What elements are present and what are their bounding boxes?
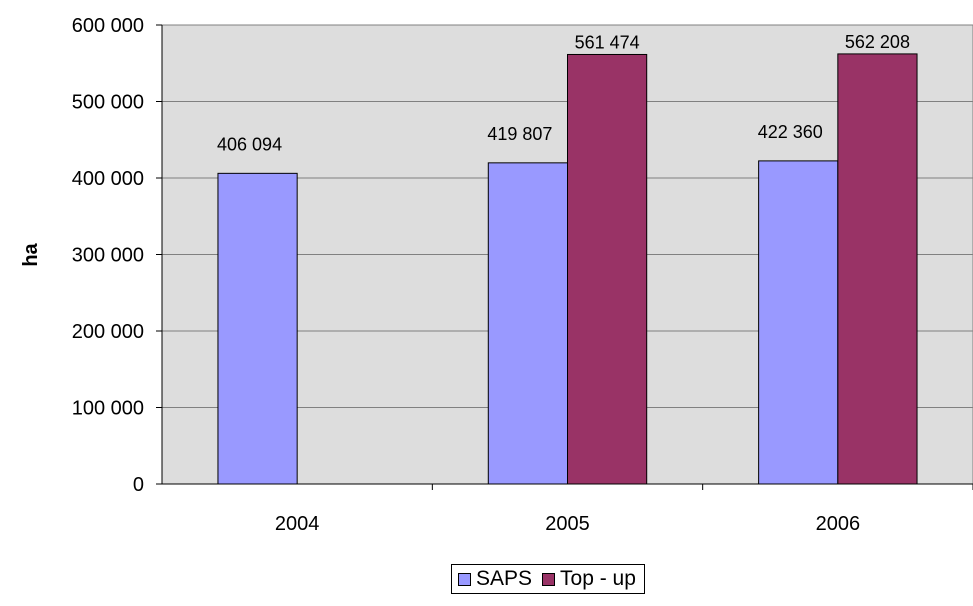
bar-saps-2004: [217, 172, 298, 485]
bar-top-up-2005: [567, 53, 648, 485]
y-tick-label: 400 000: [72, 168, 144, 190]
bar-top-up-2006: [837, 53, 918, 485]
y-axis-label: ha: [20, 242, 42, 266]
data-label: 561 474: [575, 32, 640, 52]
y-tick-label: 600 000: [72, 15, 144, 37]
data-label: 422 360: [758, 122, 823, 142]
legend-label-top-up: Top - up: [560, 567, 636, 590]
y-tick-label: 200 000: [72, 321, 144, 343]
bars: [217, 53, 918, 485]
x-tick-label: 2006: [816, 513, 861, 535]
y-tick-label: 0: [133, 474, 144, 496]
legend: SAPS Top - up: [451, 564, 645, 594]
legend-item-saps: SAPS: [458, 567, 532, 591]
legend-swatch-saps: [458, 572, 471, 586]
bar-saps-2005: [487, 162, 568, 485]
y-tick-label: 100 000: [72, 398, 144, 420]
y-tick-label: 500 000: [72, 92, 144, 114]
data-labels: 406 094 419 807 561 474 422 360 562 208: [217, 32, 910, 154]
data-label: 562 208: [845, 32, 910, 52]
x-tick-label: 2005: [545, 513, 590, 535]
legend-swatch-top-up: [542, 572, 556, 586]
y-tick-label: 300 000: [72, 245, 144, 267]
bar-saps-2006: [758, 160, 839, 485]
axes: 0 100 000 200 000 300 000 400 000 500 000 600 …: [72, 15, 973, 535]
x-tick-label: 2004: [275, 513, 320, 535]
data-label: 406 094: [217, 134, 282, 154]
legend-item-top-up: Top - up: [542, 567, 636, 591]
data-label: 419 807: [487, 124, 552, 144]
legend-label-saps: SAPS: [476, 567, 533, 590]
